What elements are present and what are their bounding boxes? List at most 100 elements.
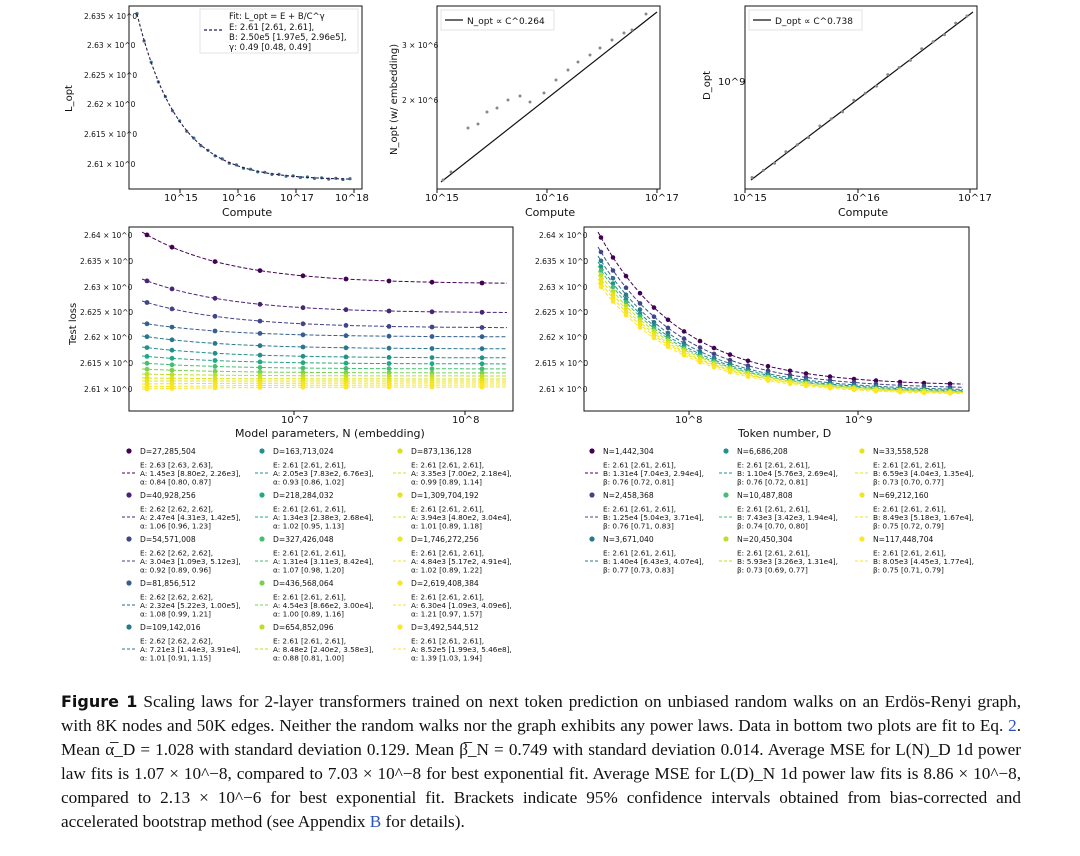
data-point xyxy=(787,381,793,387)
data-point xyxy=(257,359,263,365)
data-point xyxy=(212,385,218,391)
legend-marker xyxy=(397,624,403,630)
legend-label: D=54,571,008 xyxy=(140,535,196,544)
data-point xyxy=(630,28,634,32)
legend-marker xyxy=(126,492,132,498)
data-point xyxy=(429,346,435,351)
legend-fit-params: α: 0.99 [0.89, 1.14] xyxy=(411,478,482,487)
y-tick: 2.62 × 10^0 xyxy=(539,333,588,342)
legend-fit-params: α: 1.08 [0.99, 1.21] xyxy=(140,610,211,619)
y-tick: 2.625 × 10^0 xyxy=(80,308,133,317)
legend-fit-params: α: 1.01 [0.89, 1.18] xyxy=(411,522,482,531)
data-point xyxy=(169,362,175,368)
data-point xyxy=(610,255,616,260)
y-tick: 2.625 × 10^0 xyxy=(84,71,137,80)
legend-label: D=654,852,096 xyxy=(273,623,334,632)
equation-link[interactable]: 2 xyxy=(1008,716,1017,735)
y-tick: 2.635 × 10^0 xyxy=(535,257,588,266)
x-tick: 10^8 xyxy=(675,415,702,426)
data-point xyxy=(386,345,392,351)
x-tick: 10^17 xyxy=(958,193,992,204)
data-point xyxy=(169,286,175,292)
legend-fit-params: α: 1.02 [0.89, 1.22] xyxy=(411,566,482,575)
data-point xyxy=(429,334,435,339)
data-point xyxy=(965,14,969,18)
fit-line xyxy=(440,11,658,183)
data-point xyxy=(711,365,717,370)
data-point xyxy=(479,361,485,367)
legend-fit-params: B: 8.49e3 [5.18e3, 1.67e4], xyxy=(873,513,974,522)
legend-fit-params: α: 0.93 [0.86, 1.02] xyxy=(273,478,344,487)
y-tick: 3 × 10^6 xyxy=(402,41,439,50)
data-point xyxy=(954,21,958,25)
legend-label: D=40,928,256 xyxy=(140,491,196,500)
legend-marker xyxy=(259,580,265,586)
x-tick: 10^15 xyxy=(425,193,459,204)
data-point xyxy=(598,264,604,269)
data-point xyxy=(554,78,558,82)
legend-marker xyxy=(126,536,132,542)
axes-frame xyxy=(744,5,978,190)
data-point xyxy=(212,372,218,378)
legend-marker xyxy=(397,492,403,498)
data-point xyxy=(300,365,306,371)
data-point xyxy=(873,378,879,383)
data-point xyxy=(169,337,175,343)
data-point xyxy=(300,344,306,350)
data-point xyxy=(598,268,604,273)
legend-marker xyxy=(259,536,265,542)
legend-fit-params: A: 4.54e3 [8.66e2, 3.00e4], xyxy=(273,601,374,610)
data-point xyxy=(711,345,717,351)
data-point xyxy=(761,168,765,172)
legend-label: D=327,426,048 xyxy=(273,535,334,544)
data-point xyxy=(598,284,604,290)
fit-curve xyxy=(141,355,507,365)
data-point xyxy=(257,352,263,358)
data-point xyxy=(249,167,253,171)
data-point xyxy=(300,273,306,279)
data-point xyxy=(343,323,349,328)
caption-text: Scaling laws for 2-layer transformers tr… xyxy=(61,692,1021,735)
panel-top-left: 2.635 × 10^0 2.63 × 10^0 2.625 × 10^0 2.… xyxy=(64,5,369,219)
data-point xyxy=(623,285,629,291)
legend-label: D=2,619,408,384 xyxy=(411,579,479,588)
legend-marker xyxy=(723,492,729,498)
legend-marker xyxy=(859,448,865,454)
appendix-link[interactable]: B xyxy=(369,812,382,831)
data-point xyxy=(343,354,349,360)
y-tick: 2.615 × 10^0 xyxy=(535,359,588,368)
data-point xyxy=(681,353,687,358)
y-tick: 2.61 × 10^0 xyxy=(539,385,588,394)
legend-fit-params: E: 2.61 [2.61, 2.61], xyxy=(873,505,946,514)
legend-fit-params: β: 0.75 [0.72, 0.79] xyxy=(873,522,944,531)
legend-b: B: 2.50e5 [1.97e5, 2.96e5], xyxy=(229,33,347,43)
data-point xyxy=(212,313,218,319)
y-tick: 2.63 × 10^0 xyxy=(87,41,136,50)
data-point xyxy=(257,385,263,390)
data-point xyxy=(829,117,833,121)
data-point xyxy=(169,347,175,353)
legend-fit-params: A: 1.34e3 [2.38e3, 2.68e4], xyxy=(273,513,374,522)
data-point xyxy=(576,60,580,64)
legend-fit-params: E: 2.61 [2.61, 2.61], xyxy=(737,505,810,514)
fit-curve xyxy=(141,386,507,390)
data-point xyxy=(947,391,953,396)
data-point xyxy=(144,366,150,372)
fit-curve xyxy=(141,362,507,370)
legend-fit-params: E: 2.61 [2.61, 2.61], xyxy=(411,593,484,602)
legend-marker xyxy=(259,624,265,630)
data-point xyxy=(623,300,629,305)
legend-fit-params: β: 0.75 [0.71, 0.79] xyxy=(873,566,944,575)
legend-fit-params: A: 1.45e3 [8.80e2, 2.26e3], xyxy=(140,469,241,478)
data-point xyxy=(479,309,485,315)
data-point xyxy=(795,143,799,147)
legend-label: D=1,746,272,256 xyxy=(411,535,479,544)
data-point xyxy=(665,330,671,336)
data-point xyxy=(807,136,811,140)
legend-label: D=436,568,064 xyxy=(273,579,334,588)
data-point xyxy=(598,273,604,278)
legend-fit-params: E: 2.62 [2.62, 2.62], xyxy=(140,593,213,602)
data-point xyxy=(727,369,733,375)
legend-fit-params: E: 2.63 [2.63, 2.63], xyxy=(140,461,213,470)
legend-label: D_opt ∝ C^0.738 xyxy=(775,17,853,27)
